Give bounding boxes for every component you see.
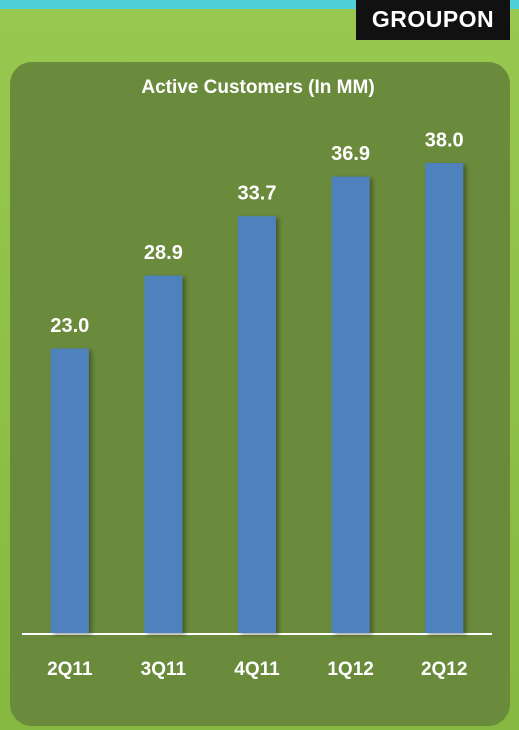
bar <box>425 163 464 633</box>
bar <box>144 275 183 633</box>
top-strip <box>0 0 519 9</box>
value-label: 28.9 <box>144 242 183 264</box>
x-tick-label: 3Q11 <box>141 659 187 680</box>
bar <box>331 176 370 633</box>
x-tick-label: 2Q12 <box>421 659 467 680</box>
x-tick-label: 2Q11 <box>47 659 93 680</box>
logo: GROUPON <box>372 6 494 32</box>
x-tick-label: 1Q12 <box>327 659 373 680</box>
value-label: 36.9 <box>331 143 370 165</box>
bar <box>238 216 276 633</box>
logo-box <box>356 0 510 40</box>
x-tick-label: 4Q11 <box>234 659 280 680</box>
bar <box>50 348 89 633</box>
value-label: 33.7 <box>238 182 277 204</box>
value-label: 38.0 <box>425 129 464 151</box>
value-label: 23.0 <box>50 315 89 337</box>
chart-title: Active Customers (In MM) <box>141 77 374 98</box>
